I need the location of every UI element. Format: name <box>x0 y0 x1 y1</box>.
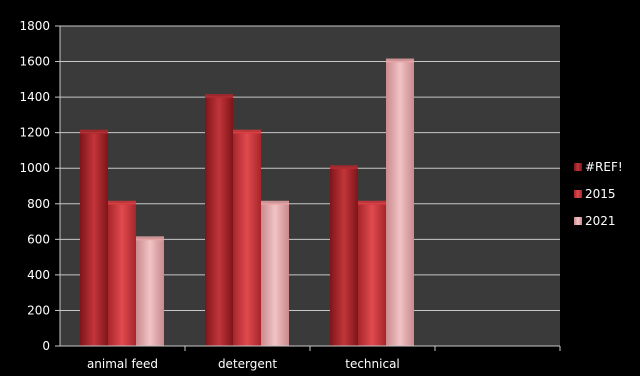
y-tick-label: 1600 <box>19 55 50 69</box>
axes <box>59 26 561 351</box>
bar <box>136 239 164 346</box>
legend-label: 2015 <box>585 187 616 201</box>
y-tick-label: 600 <box>27 232 50 246</box>
y-tick-label: 1200 <box>19 126 50 140</box>
bars <box>80 58 414 347</box>
bar <box>233 132 261 346</box>
bar <box>261 203 289 346</box>
bar-top <box>233 129 261 134</box>
y-tick-label: 400 <box>27 268 50 282</box>
y-tick-label: 200 <box>27 303 50 317</box>
bar <box>358 203 386 346</box>
y-tick-label: 1400 <box>19 90 50 104</box>
legend-swatch <box>574 163 582 171</box>
x-tick-label: technical <box>345 357 400 371</box>
legend-label: #REF! <box>585 160 623 174</box>
y-tick-label: 0 <box>42 339 50 353</box>
bar-top <box>330 165 358 170</box>
bar-top <box>261 200 289 205</box>
grid-lines <box>55 25 560 347</box>
y-tick-label: 1800 <box>19 19 50 33</box>
x-tick-label: animal feed <box>87 357 158 371</box>
bar-top <box>386 58 414 63</box>
bar <box>80 132 108 346</box>
bar-top <box>205 94 233 99</box>
bar <box>386 61 414 347</box>
bar-top <box>80 129 108 134</box>
y-tick-label: 800 <box>27 197 50 211</box>
bar <box>330 168 358 346</box>
legend-swatch <box>574 190 582 198</box>
bar <box>205 97 233 346</box>
bar-top <box>358 200 386 205</box>
x-axis-ticks: animal feed detergent technical <box>87 357 400 371</box>
bar-top <box>136 236 164 241</box>
legend: #REF! 2015 2021 <box>574 160 623 228</box>
bar <box>108 203 136 346</box>
bar-top <box>108 200 136 205</box>
y-axis-ticks: 0 200 400 600 800 1000 1200 1400 1600 1800 <box>19 19 50 353</box>
y-tick-label: 1000 <box>19 161 50 175</box>
legend-swatch <box>574 217 582 225</box>
legend-label: 2021 <box>585 214 616 228</box>
x-tick-label: detergent <box>218 357 277 371</box>
